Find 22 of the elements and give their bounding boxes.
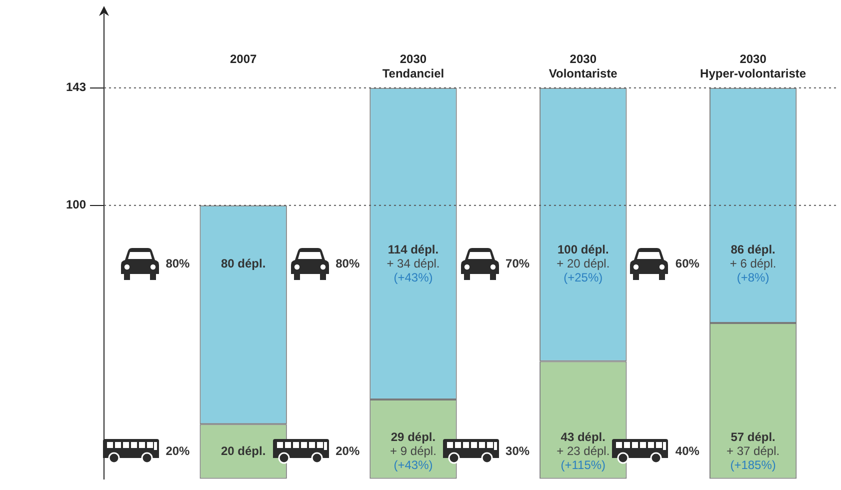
data-label: 20 dépl. bbox=[220, 444, 266, 458]
annotation: 30% bbox=[506, 444, 530, 458]
x-tick-label: 2030 Hyper-volontariste bbox=[700, 52, 806, 80]
data-label: 29 dépl. + 9 dépl. (+43%) bbox=[390, 430, 436, 472]
data-label: 100 dépl. + 20 dépl. (+25%) bbox=[556, 242, 610, 284]
annotation: 60% bbox=[675, 256, 700, 270]
data-label: 80 dépl. bbox=[220, 256, 266, 270]
data-label: 43 dépl. + 23 dépl. (+115%) bbox=[556, 430, 610, 472]
y-tick-label: 100 bbox=[66, 198, 86, 212]
y-tick-label: 143 bbox=[66, 80, 86, 94]
annotation: 40% bbox=[675, 444, 700, 458]
annotation: 80% bbox=[336, 256, 360, 270]
annotation: 20% bbox=[166, 444, 190, 458]
annotation: 80% bbox=[166, 256, 190, 270]
data-label: 114 dépl. + 34 dépl. (+43%) bbox=[386, 242, 440, 284]
annotation: 20% bbox=[336, 444, 360, 458]
x-tick-label: 2030 Tendanciel bbox=[382, 52, 444, 80]
data-label: 57 dépl. + 37 dépl. (+185%) bbox=[726, 430, 780, 472]
annotation: 70% bbox=[506, 256, 530, 270]
x-tick-label: 2030 Volontariste bbox=[548, 52, 618, 80]
x-tick-label: 2007 bbox=[230, 52, 257, 66]
data-label: 86 dépl. + 6 dépl. (+8%) bbox=[730, 242, 776, 284]
